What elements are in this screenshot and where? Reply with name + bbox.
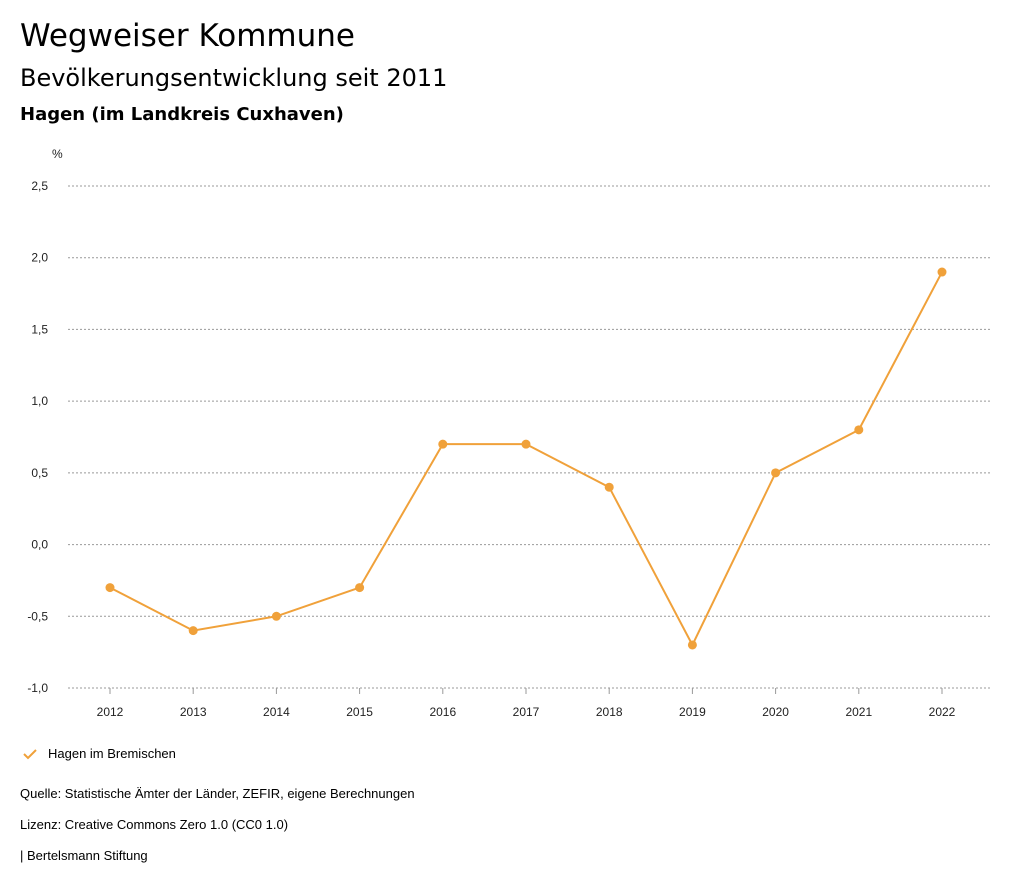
x-axis-ticks: 2012 2013 2014 2015 2016 2017 2018 2019 2020 2021… <box>97 688 956 719</box>
data-point[interactable] <box>355 583 365 593</box>
x-tick-label: 2012 <box>97 705 124 719</box>
x-tick-label: 2020 <box>762 705 789 719</box>
legend[interactable]: Hagen im Bremischen <box>22 746 176 761</box>
x-tick-label: 2022 <box>929 705 956 719</box>
x-tick-label: 2016 <box>429 705 456 719</box>
data-point[interactable] <box>604 482 614 492</box>
series-hagen <box>105 267 947 650</box>
x-tick-label: 2019 <box>679 705 706 719</box>
data-point[interactable] <box>854 425 864 435</box>
grid-lines <box>68 185 990 689</box>
data-point[interactable] <box>105 583 115 593</box>
chart-subtitle: Bevölkerungsentwicklung seit 2011 <box>20 64 448 92</box>
data-point[interactable] <box>188 626 198 636</box>
publisher-note: | Bertelsmann Stiftung <box>20 848 148 863</box>
page-title: Wegweiser Kommune <box>20 18 355 54</box>
data-point[interactable] <box>771 468 781 478</box>
data-point[interactable] <box>521 439 531 449</box>
series-line <box>109 271 943 648</box>
y-axis-unit-label: % <box>52 147 63 161</box>
legend-label: Hagen im Bremischen <box>48 746 176 761</box>
x-tick-label: 2013 <box>180 705 207 719</box>
x-tick-label: 2015 <box>346 705 373 719</box>
data-point[interactable] <box>937 267 947 277</box>
line-chart: % 2,52,01,51,00,50,0-0,5-1,0 2012 2013 201… <box>27 147 990 719</box>
license-note: Lizenz: Creative Commons Zero 1.0 (CC0 1… <box>20 817 289 832</box>
y-tick-label: 0,5 <box>31 466 48 480</box>
y-tick-label: -1,0 <box>27 681 48 695</box>
y-tick-label: 0,0 <box>31 538 48 552</box>
legend-check-icon <box>23 748 37 759</box>
data-point[interactable] <box>271 611 281 621</box>
source-note: Quelle: Statistische Ämter der Länder, Z… <box>20 786 415 801</box>
x-tick-label: 2017 <box>513 705 540 719</box>
y-tick-label: 2,0 <box>31 251 48 265</box>
region-label: Hagen (im Landkreis Cuxhaven) <box>20 104 344 125</box>
x-tick-label: 2021 <box>845 705 872 719</box>
data-point[interactable] <box>438 439 448 449</box>
y-tick-label: 1,0 <box>31 394 48 408</box>
y-tick-label: 1,5 <box>31 322 48 336</box>
y-tick-label: -0,5 <box>27 609 48 623</box>
x-tick-label: 2018 <box>596 705 623 719</box>
data-point[interactable] <box>687 640 697 650</box>
y-tick-label: 2,5 <box>31 179 48 193</box>
x-tick-label: 2014 <box>263 705 290 719</box>
y-axis-ticks: 2,5 2,0 1,5 1,0 0,5 0,0 -0,5 -1,0 <box>27 179 48 695</box>
